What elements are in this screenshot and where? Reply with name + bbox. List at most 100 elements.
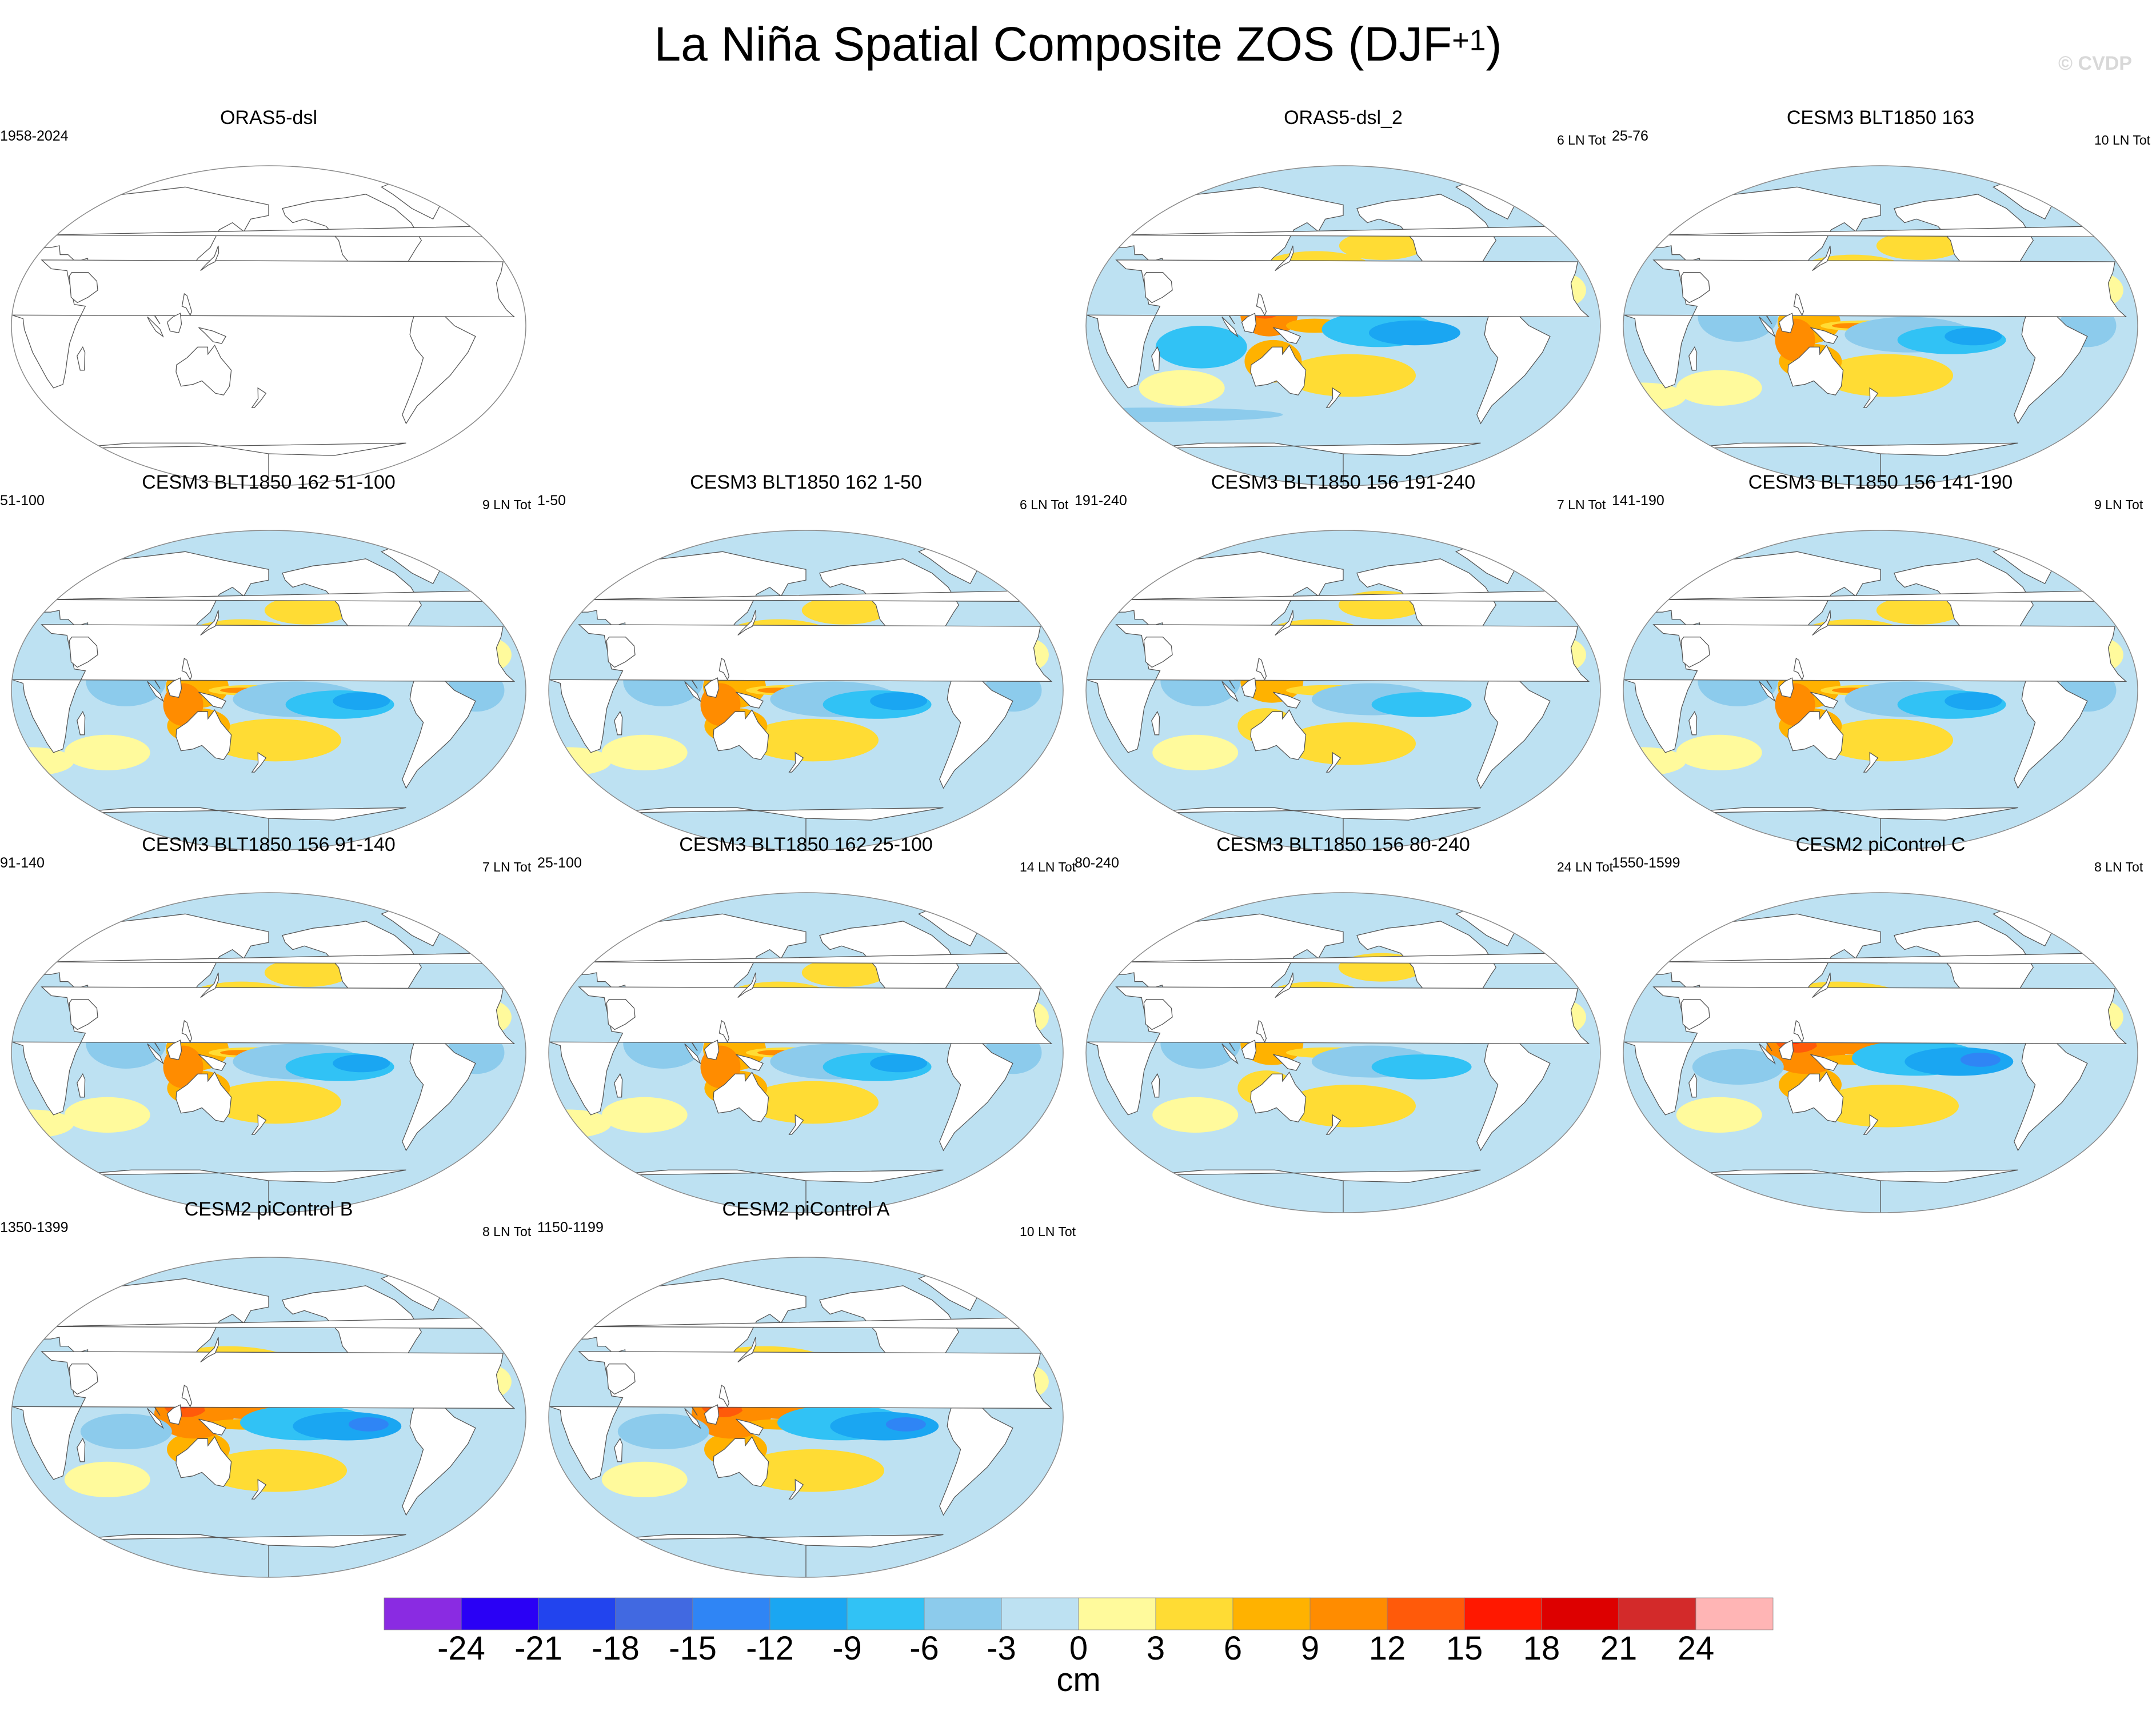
land-philippines (1793, 1020, 1804, 1043)
anomaly-region (1816, 1085, 1959, 1128)
colorbar-swatch (1695, 1597, 1774, 1630)
panel-event-count: 9 LN Tot (2094, 497, 2143, 512)
colorbar-tick-label: 24 (1678, 1630, 1715, 1667)
land-sumatra (684, 681, 701, 702)
panel-event-count: 24 LN Tot (1557, 860, 1614, 874)
land-antarctica-fringe (1141, 807, 1481, 850)
land-madagascar (1151, 1073, 1160, 1098)
colorbar-tick-label: 15 (1446, 1630, 1483, 1667)
land-antarctica-fringe (604, 807, 944, 850)
anomaly-region (1086, 407, 1283, 422)
land-south-america (402, 303, 476, 425)
land-new-guinea (1273, 691, 1301, 709)
land-antarctica-fringe (1678, 442, 2018, 486)
land-south-america (1476, 303, 1551, 425)
land-new-zealand (788, 751, 804, 773)
land-south-america (939, 1395, 1013, 1516)
map-border (1623, 530, 2138, 851)
anomaly-region (1945, 692, 2002, 710)
land-borneo (1778, 313, 1794, 334)
land-japan (1812, 972, 1831, 998)
land-australia (1250, 1071, 1307, 1123)
land-antarctica-fringe (66, 1169, 406, 1213)
land-arabia (1680, 999, 1710, 1030)
panel-event-count: 8 LN Tot (482, 1224, 532, 1239)
land-philippines (181, 1384, 193, 1408)
map-border (548, 892, 1064, 1213)
land-new-zealand (1863, 751, 1879, 773)
land-madagascar (1688, 346, 1698, 371)
watermark: © CVDP (2058, 53, 2132, 74)
map-border (1623, 892, 2138, 1213)
anomaly-region (1152, 734, 1239, 770)
colorbar-tick-label: -3 (987, 1630, 1016, 1667)
land-africa (549, 986, 1053, 1116)
panel-event-count: 7 LN Tot (1557, 497, 1606, 512)
map-border (548, 1257, 1064, 1578)
land-madagascar (77, 710, 86, 735)
anomaly-region (1284, 1085, 1416, 1128)
land-south-america (939, 1030, 1013, 1152)
land-antarctica-fringe (1141, 1169, 1481, 1213)
land-australia (1787, 344, 1844, 396)
anomaly-region (601, 1461, 688, 1497)
land-madagascar (1688, 1073, 1698, 1098)
land-south-america (402, 1030, 476, 1152)
land-japan (1275, 245, 1294, 271)
panel-year-range: 25-76 (1612, 128, 1648, 144)
land-australia (713, 1436, 769, 1488)
land-japan (1812, 245, 1831, 271)
panel-title: CESM2 piControl C (1795, 834, 1966, 855)
land-australia (1787, 709, 1844, 761)
land-arabia (69, 637, 98, 668)
land-madagascar (77, 1437, 86, 1462)
land-borneo (704, 1040, 720, 1061)
map-panel: CESM3 BLT1850 163 25-76 10 LN Tot (1612, 107, 2150, 486)
colorbar-tick-label: -6 (909, 1630, 939, 1667)
map-svg (1085, 530, 1601, 851)
colorbar-swatch (461, 1597, 539, 1630)
map-panel: CESM3 BLT1850 162 51-100 51-100 9 LN Tot (0, 471, 537, 851)
land-africa (11, 624, 516, 753)
land-antarctica-fringe (66, 1534, 406, 1577)
land-antarctica-fringe (604, 1534, 944, 1577)
map-border (11, 1257, 526, 1578)
panel-event-count: 10 LN Tot (1020, 1224, 1076, 1239)
map-panel: ORAS5-dsl 1958-2024 (0, 107, 537, 486)
land-africa (549, 1351, 1053, 1480)
land-madagascar (614, 710, 623, 735)
anomaly-region (348, 1417, 389, 1432)
land-japan (200, 245, 219, 271)
panel-year-range: 1-50 (537, 493, 566, 509)
land-south-america (2014, 668, 2088, 789)
land-philippines (1793, 657, 1804, 681)
colorbar-tick-label: 9 (1301, 1630, 1319, 1667)
land-new-zealand (1325, 1114, 1341, 1135)
land-arabia (69, 999, 98, 1030)
land-new-zealand (251, 1114, 267, 1135)
colorbar-tick-label: -24 (437, 1630, 485, 1667)
colorbar-swatch (1001, 1597, 1079, 1630)
anomaly-region (1676, 734, 1762, 770)
land-madagascar (77, 346, 86, 371)
anomaly-region (870, 692, 928, 710)
land-south-america (1476, 1030, 1551, 1152)
land-japan (737, 972, 757, 998)
land-africa (11, 259, 516, 389)
land-antarctica-fringe (604, 1169, 944, 1213)
land-arabia (1143, 999, 1173, 1030)
anomaly-region (1876, 231, 1962, 260)
land-new-guinea (198, 327, 227, 344)
land-africa (1623, 986, 2127, 1116)
panel-year-range: 80-240 (1075, 855, 1119, 871)
chart-title: La Niña Spatial Composite ZOS (DJF+1) (0, 13, 2156, 75)
land-borneo (166, 677, 182, 698)
panel-title: CESM2 piControl A (722, 1198, 890, 1220)
colorbar-swatch (1309, 1597, 1388, 1630)
map-panel: CESM3 BLT1850 162 25-100 25-100 14 LN Tot (537, 834, 1076, 1213)
land-borneo (1241, 313, 1257, 334)
colorbar-swatch (924, 1597, 1002, 1630)
land-new-zealand (788, 1478, 804, 1500)
land-antarctica-fringe (66, 442, 406, 486)
colorbar-tick-label: 0 (1069, 1630, 1088, 1667)
